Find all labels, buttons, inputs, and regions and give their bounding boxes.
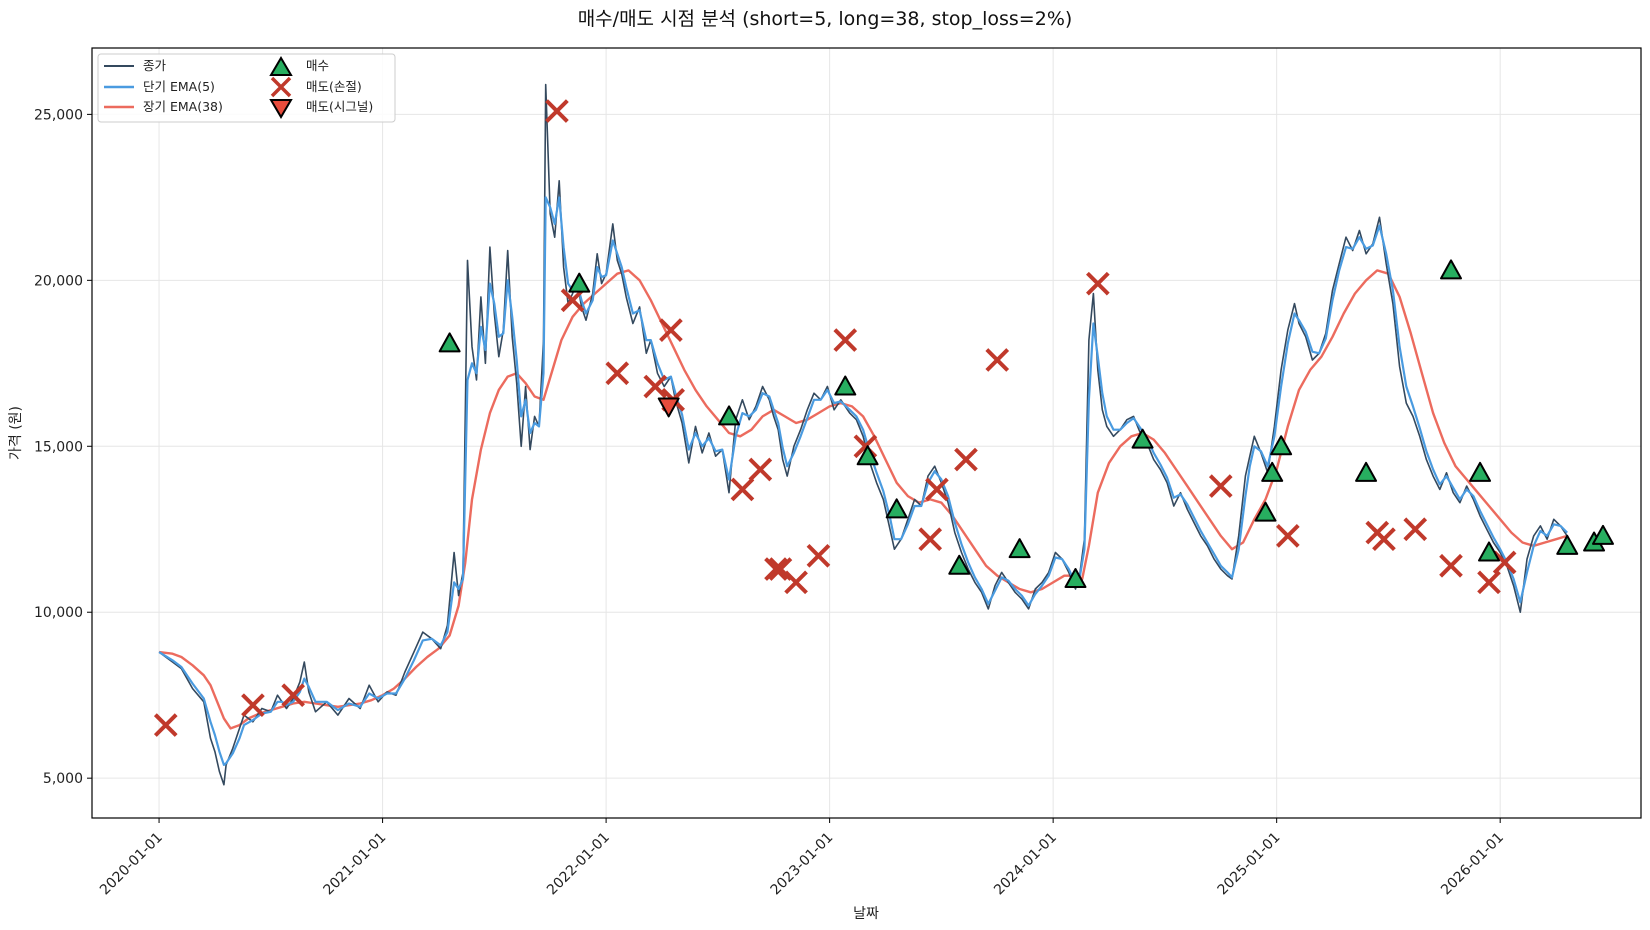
buy-marker — [1254, 501, 1277, 522]
legend-ema-long-label: 장기 EMA(38) — [143, 99, 223, 114]
buy-marker — [568, 272, 591, 293]
plot-frame — [91, 47, 1642, 819]
buy-marker — [885, 498, 908, 519]
sell-stop-marker — [241, 693, 265, 717]
sell-stop-marker — [1276, 524, 1300, 548]
sell-stop-marker — [925, 477, 949, 502]
sell-stop-marker — [784, 570, 808, 595]
legend-ema-short-label: 단기 EMA(5) — [143, 79, 215, 94]
buy-marker — [438, 332, 461, 353]
buy-marker — [1556, 534, 1579, 555]
sell-stop-marker — [764, 557, 788, 581]
legend: 종가 단기 EMA(5) 장기 EMA(38) 매수 매도(손절) 매도(시그널… — [97, 53, 396, 123]
buy-marker — [1131, 428, 1154, 449]
chart-title: 매수/매도 시점 분석 (short=5, long=38, stop_loss… — [578, 8, 1073, 30]
y-tick-label: 25,000 — [34, 107, 83, 123]
sell-stop-marker — [1439, 553, 1463, 578]
x-tick-label: 2025-01-01 — [1215, 830, 1284, 899]
sell-stop-marker — [281, 683, 305, 708]
buy-marker — [1064, 568, 1087, 589]
ema-long-series — [158, 269, 1568, 730]
sell-stop-marker — [806, 543, 831, 568]
legend-box — [97, 53, 396, 123]
buy-marker — [948, 554, 971, 575]
legend-buy-label: 매수 — [306, 58, 329, 73]
sell-stop-marker — [153, 713, 178, 737]
buy-marker — [718, 405, 741, 426]
markers — [153, 99, 1614, 737]
buy-marker — [1592, 524, 1614, 545]
ema-long-line — [158, 269, 1568, 730]
legend-close-label: 종가 — [143, 58, 167, 73]
sell-signal-marker — [657, 397, 680, 418]
sell-stop-marker — [1372, 527, 1396, 552]
sell-stop-marker — [985, 348, 1010, 372]
buy-marker — [1008, 538, 1031, 559]
y-tick-label: 10,000 — [34, 605, 83, 621]
y-tick-label: 15,000 — [34, 439, 83, 455]
x-tick-label: 2024-01-01 — [991, 830, 1060, 899]
sell-stop-marker — [730, 477, 755, 502]
buy-marker — [1355, 461, 1378, 482]
sell-stop-marker — [545, 99, 569, 123]
sell-stop-marker — [659, 318, 683, 342]
y-axis-label: 가격 (원) — [8, 406, 24, 460]
buy-marker — [834, 375, 857, 396]
sell-stop-marker — [918, 527, 943, 552]
sell-stop-marker — [560, 288, 585, 313]
sell-stop-marker — [643, 374, 668, 399]
y-axis-ticks: 5,000 10,000 15,000 20,000 25,000 — [34, 107, 92, 787]
sell-stop-marker — [1403, 517, 1428, 542]
sell-stop-marker — [833, 328, 858, 352]
buy-marker — [856, 445, 879, 466]
x-axis-ticks: 2020-01-01 2021-01-01 2022-01-01 2023-01-01… — [97, 818, 1507, 898]
x-tick-label: 2020-01-01 — [97, 830, 166, 899]
buy-marker — [1261, 461, 1284, 482]
y-tick-label: 20,000 — [34, 273, 83, 289]
y-tick-label: 5,000 — [43, 771, 83, 787]
legend-sell-signal-marker — [269, 99, 293, 119]
sell-stop-marker — [748, 457, 773, 482]
x-tick-label: 2026-01-01 — [1438, 830, 1507, 899]
legend-sell-signal-label: 매도(시그널) — [306, 99, 373, 114]
x-tick-label: 2023-01-01 — [768, 830, 837, 899]
sell-stop-marker — [1208, 474, 1233, 498]
x-tick-label: 2022-01-01 — [544, 830, 613, 899]
sell-stop-marker — [1492, 550, 1517, 575]
buy-marker — [1440, 259, 1463, 280]
sell-stop-marker — [1477, 570, 1501, 595]
legend-sell-stop-label: 매도(손절) — [306, 79, 362, 94]
close-series — [158, 83, 1568, 786]
buy-marker — [1270, 435, 1293, 456]
ema-short-series — [158, 196, 1568, 766]
x-axis-label: 날짜 — [853, 906, 879, 922]
ema-short-line — [158, 196, 1568, 766]
buy-marker — [1469, 461, 1492, 482]
close-line — [158, 83, 1568, 786]
sell-stop-marker — [954, 447, 978, 472]
sell-stop-marker — [605, 361, 630, 386]
legend-sell-stop-marker — [270, 76, 292, 98]
buy-marker — [1478, 541, 1501, 562]
legend-buy-marker — [269, 56, 293, 76]
x-tick-label: 2021-01-01 — [321, 830, 390, 899]
sell-stop-marker — [1086, 271, 1110, 296]
